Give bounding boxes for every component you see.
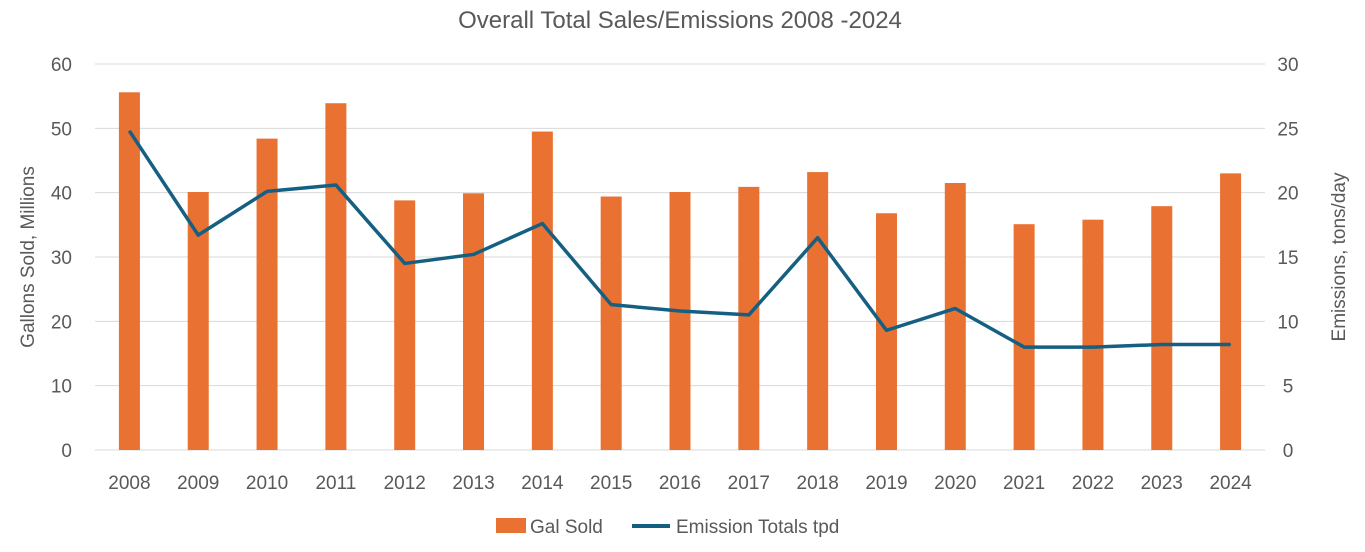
point-emissions-2024 — [1230, 343, 1232, 345]
point-emissions-2022 — [1092, 346, 1094, 348]
y-tick-label: 60 — [51, 55, 72, 76]
bar-gal-sold-2009 — [187, 192, 209, 451]
bar-gal-sold-2020 — [944, 183, 966, 450]
point-emissions-2010 — [266, 190, 268, 192]
bar-gal-sold-2010 — [256, 138, 278, 451]
y2-tick-label: 15 — [1277, 248, 1298, 269]
point-emissions-2012 — [404, 262, 406, 264]
bar-gal-sold-2024 — [1220, 173, 1242, 450]
x-tick-label: 2013 — [452, 473, 494, 494]
bar-gal-sold-2022 — [1082, 219, 1104, 450]
y2-tick-label: 25 — [1277, 119, 1298, 140]
y2-tick-label: 20 — [1277, 184, 1298, 205]
bar-gal-sold-2011 — [325, 103, 347, 450]
left-axis-ticks: 0 10 20 30 40 50 60 — [51, 55, 72, 462]
x-tick-label: 2012 — [384, 473, 426, 494]
bar-gal-sold-2017 — [738, 186, 760, 451]
legend-label-emissions: Emission Totals tpd — [676, 517, 839, 538]
bar-gal-sold-2008 — [118, 92, 140, 450]
bar-gal-sold-2018 — [807, 172, 829, 450]
point-emissions-2021 — [1023, 346, 1025, 348]
point-emissions-2020 — [954, 307, 956, 309]
point-emissions-2017 — [748, 314, 750, 316]
x-tick-label: 2024 — [1209, 473, 1252, 494]
point-emissions-2018 — [817, 237, 819, 239]
point-emissions-2011 — [335, 184, 337, 186]
x-tick-label: 2018 — [797, 473, 839, 494]
bar-gal-sold-2016 — [669, 192, 691, 451]
chart-title: Overall Total Sales/Emissions 2008 -2024 — [458, 7, 902, 34]
y2-axis-label: Emissions, tons/day — [1329, 172, 1350, 341]
y-axis-label: Gallons Sold, Millions — [18, 166, 39, 348]
point-emissions-2014 — [541, 223, 543, 225]
y-tick-label: 20 — [51, 312, 72, 333]
bar-gal-sold-2014 — [531, 131, 553, 451]
legend-swatch-gal-sold — [496, 518, 526, 533]
x-tick-label: 2023 — [1141, 473, 1183, 494]
y2-tick-label: 30 — [1277, 55, 1298, 76]
y2-tick-label: 0 — [1283, 441, 1294, 462]
bar-gal-sold-2023 — [1151, 206, 1173, 450]
x-tick-label: 2010 — [246, 473, 288, 494]
point-emissions-2009 — [197, 234, 199, 236]
point-emissions-2016 — [679, 310, 681, 312]
bar-series — [118, 92, 1242, 451]
x-tick-label: 2022 — [1072, 473, 1114, 494]
y-tick-label: 40 — [51, 184, 72, 205]
x-tick-label: 2016 — [659, 473, 701, 494]
x-tick-label: 2015 — [590, 473, 632, 494]
point-emissions-2008 — [128, 130, 130, 132]
bar-gal-sold-2015 — [600, 196, 622, 450]
point-emissions-2013 — [473, 253, 475, 255]
y2-tick-label: 5 — [1283, 377, 1294, 398]
point-emissions-2015 — [610, 304, 612, 306]
line-series — [127, 129, 1232, 349]
legend-label-gal-sold: Gal Sold — [530, 517, 603, 538]
y2-tick-label: 10 — [1277, 312, 1298, 333]
x-tick-label: 2019 — [865, 473, 907, 494]
bar-gal-sold-2012 — [394, 200, 416, 450]
bar-gal-sold-2021 — [1013, 224, 1035, 450]
point-emissions-2019 — [885, 329, 887, 331]
y-tick-label: 10 — [51, 377, 72, 398]
x-tick-label: 2009 — [177, 473, 219, 494]
x-tick-label: 2008 — [108, 473, 150, 494]
x-axis-ticks: 2008 2009 2010 2011 2012 2013 2014 2015 2016 2017… — [108, 473, 1252, 494]
y-tick-label: 50 — [51, 119, 72, 140]
x-tick-label: 2017 — [728, 473, 770, 494]
x-tick-label: 2014 — [521, 473, 564, 494]
point-emissions-2023 — [1161, 343, 1163, 345]
x-tick-label: 2020 — [934, 473, 976, 494]
x-tick-label: 2021 — [1003, 473, 1045, 494]
y-tick-label: 30 — [51, 248, 72, 269]
right-axis-ticks: 0 5 10 15 20 25 30 — [1277, 55, 1298, 462]
y-tick-label: 0 — [61, 441, 72, 462]
bar-gal-sold-2013 — [463, 193, 485, 450]
x-tick-label: 2011 — [315, 473, 356, 494]
legend: Gal Sold Emission Totals tpd — [496, 517, 839, 538]
